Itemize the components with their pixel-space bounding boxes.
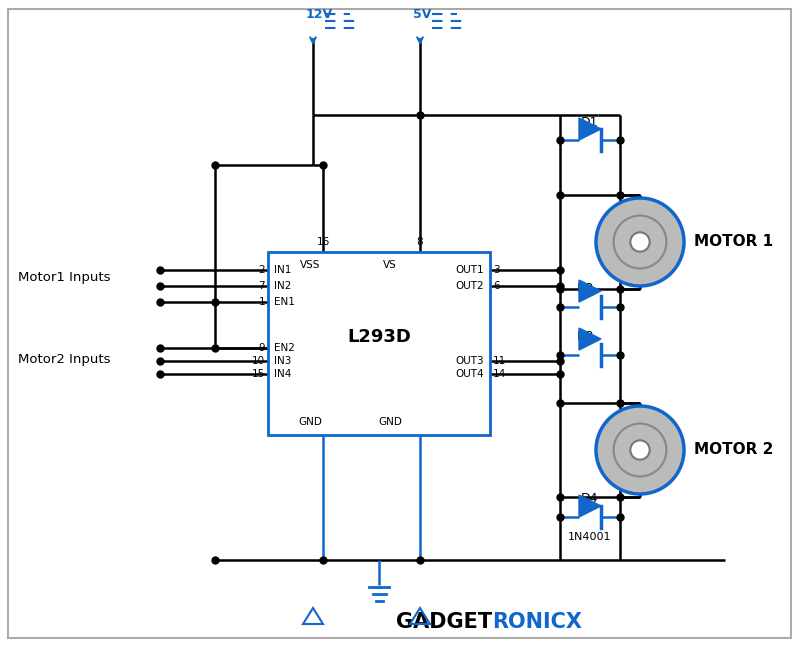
Text: OUT1: OUT1 bbox=[455, 265, 484, 275]
Text: 7: 7 bbox=[258, 281, 265, 291]
Text: IN4: IN4 bbox=[274, 369, 291, 379]
Text: OUT2: OUT2 bbox=[455, 281, 484, 291]
Text: D4: D4 bbox=[582, 492, 598, 506]
Text: VS: VS bbox=[383, 260, 397, 270]
Circle shape bbox=[596, 406, 684, 494]
Text: Motor2 Inputs: Motor2 Inputs bbox=[18, 353, 110, 366]
Circle shape bbox=[596, 198, 684, 286]
Text: VSS: VSS bbox=[300, 260, 320, 270]
Text: MOTOR 2: MOTOR 2 bbox=[694, 443, 774, 457]
Text: D3: D3 bbox=[576, 331, 594, 344]
Text: RONICX: RONICX bbox=[492, 612, 582, 632]
Text: 14: 14 bbox=[493, 369, 506, 379]
Text: MOTOR 1: MOTOR 1 bbox=[694, 234, 773, 249]
Text: GADGET: GADGET bbox=[396, 612, 492, 632]
Text: 15: 15 bbox=[252, 369, 265, 379]
Text: D2: D2 bbox=[576, 282, 594, 295]
Polygon shape bbox=[579, 118, 601, 140]
Text: OUT4: OUT4 bbox=[455, 369, 484, 379]
Text: 11: 11 bbox=[493, 356, 506, 366]
Polygon shape bbox=[579, 328, 601, 350]
Text: 8: 8 bbox=[417, 237, 423, 247]
FancyBboxPatch shape bbox=[268, 252, 490, 435]
Circle shape bbox=[630, 233, 650, 252]
Text: 1: 1 bbox=[258, 297, 265, 307]
Text: L293D: L293D bbox=[347, 329, 411, 346]
Text: 9: 9 bbox=[258, 343, 265, 353]
Text: IN2: IN2 bbox=[274, 281, 291, 291]
Text: 6: 6 bbox=[493, 281, 500, 291]
Circle shape bbox=[630, 441, 650, 460]
Text: Motor1 Inputs: Motor1 Inputs bbox=[18, 271, 110, 284]
Text: 12V: 12V bbox=[306, 8, 333, 21]
Text: IN1: IN1 bbox=[274, 265, 291, 275]
Text: 1N4001: 1N4001 bbox=[568, 532, 612, 542]
Text: OUT3: OUT3 bbox=[455, 356, 484, 366]
Text: 2: 2 bbox=[258, 265, 265, 275]
Text: EN1: EN1 bbox=[274, 297, 295, 307]
Text: EN2: EN2 bbox=[274, 343, 295, 353]
Text: 3: 3 bbox=[493, 265, 500, 275]
Polygon shape bbox=[579, 495, 601, 517]
Polygon shape bbox=[579, 280, 601, 302]
Text: D1: D1 bbox=[582, 116, 598, 129]
Text: GND: GND bbox=[378, 417, 402, 427]
Text: 5V: 5V bbox=[413, 8, 431, 21]
Text: 16: 16 bbox=[316, 237, 330, 247]
Text: 10: 10 bbox=[252, 356, 265, 366]
Text: GND: GND bbox=[298, 417, 322, 427]
Text: IN3: IN3 bbox=[274, 356, 291, 366]
